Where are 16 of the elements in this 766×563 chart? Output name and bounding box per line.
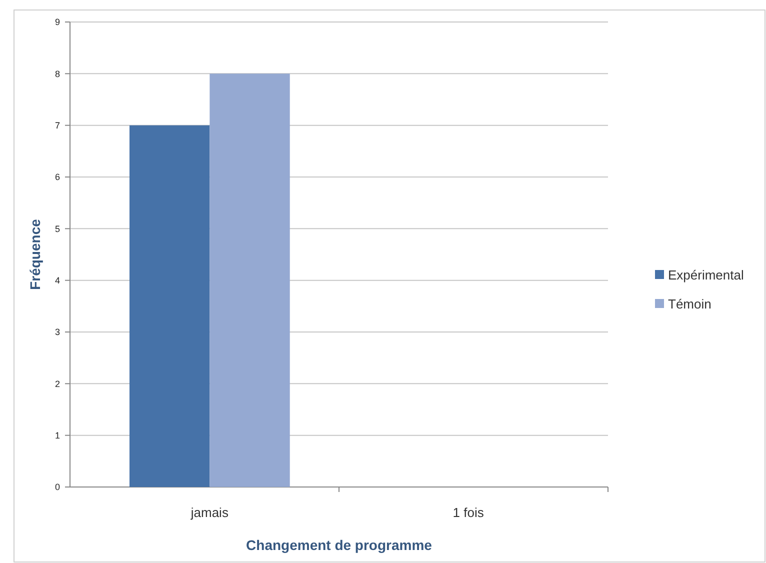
y-tick-label: 2 [54,378,60,389]
legend-label: Témoin [668,296,712,312]
y-tick-label: 8 [54,68,60,79]
legend-label: Expérimental [668,268,744,283]
y-axis-title: Fréquence [27,218,43,290]
y-tick-label: 4 [54,275,60,286]
y-tick-label: 5 [54,224,60,234]
x-tick-label: 1 fois [452,505,484,520]
y-tick-label: 3 [54,327,60,338]
y-tick-label: 9 [54,17,60,28]
x-axis-title: Changement de programme [246,537,432,553]
y-tick-label: 1 [54,430,60,440]
y-tick-label: 0 [54,482,60,492]
x-tick-label: jamais [190,505,229,520]
y-tick-label: 7 [54,120,60,130]
y-tick-label: 6 [54,172,60,182]
